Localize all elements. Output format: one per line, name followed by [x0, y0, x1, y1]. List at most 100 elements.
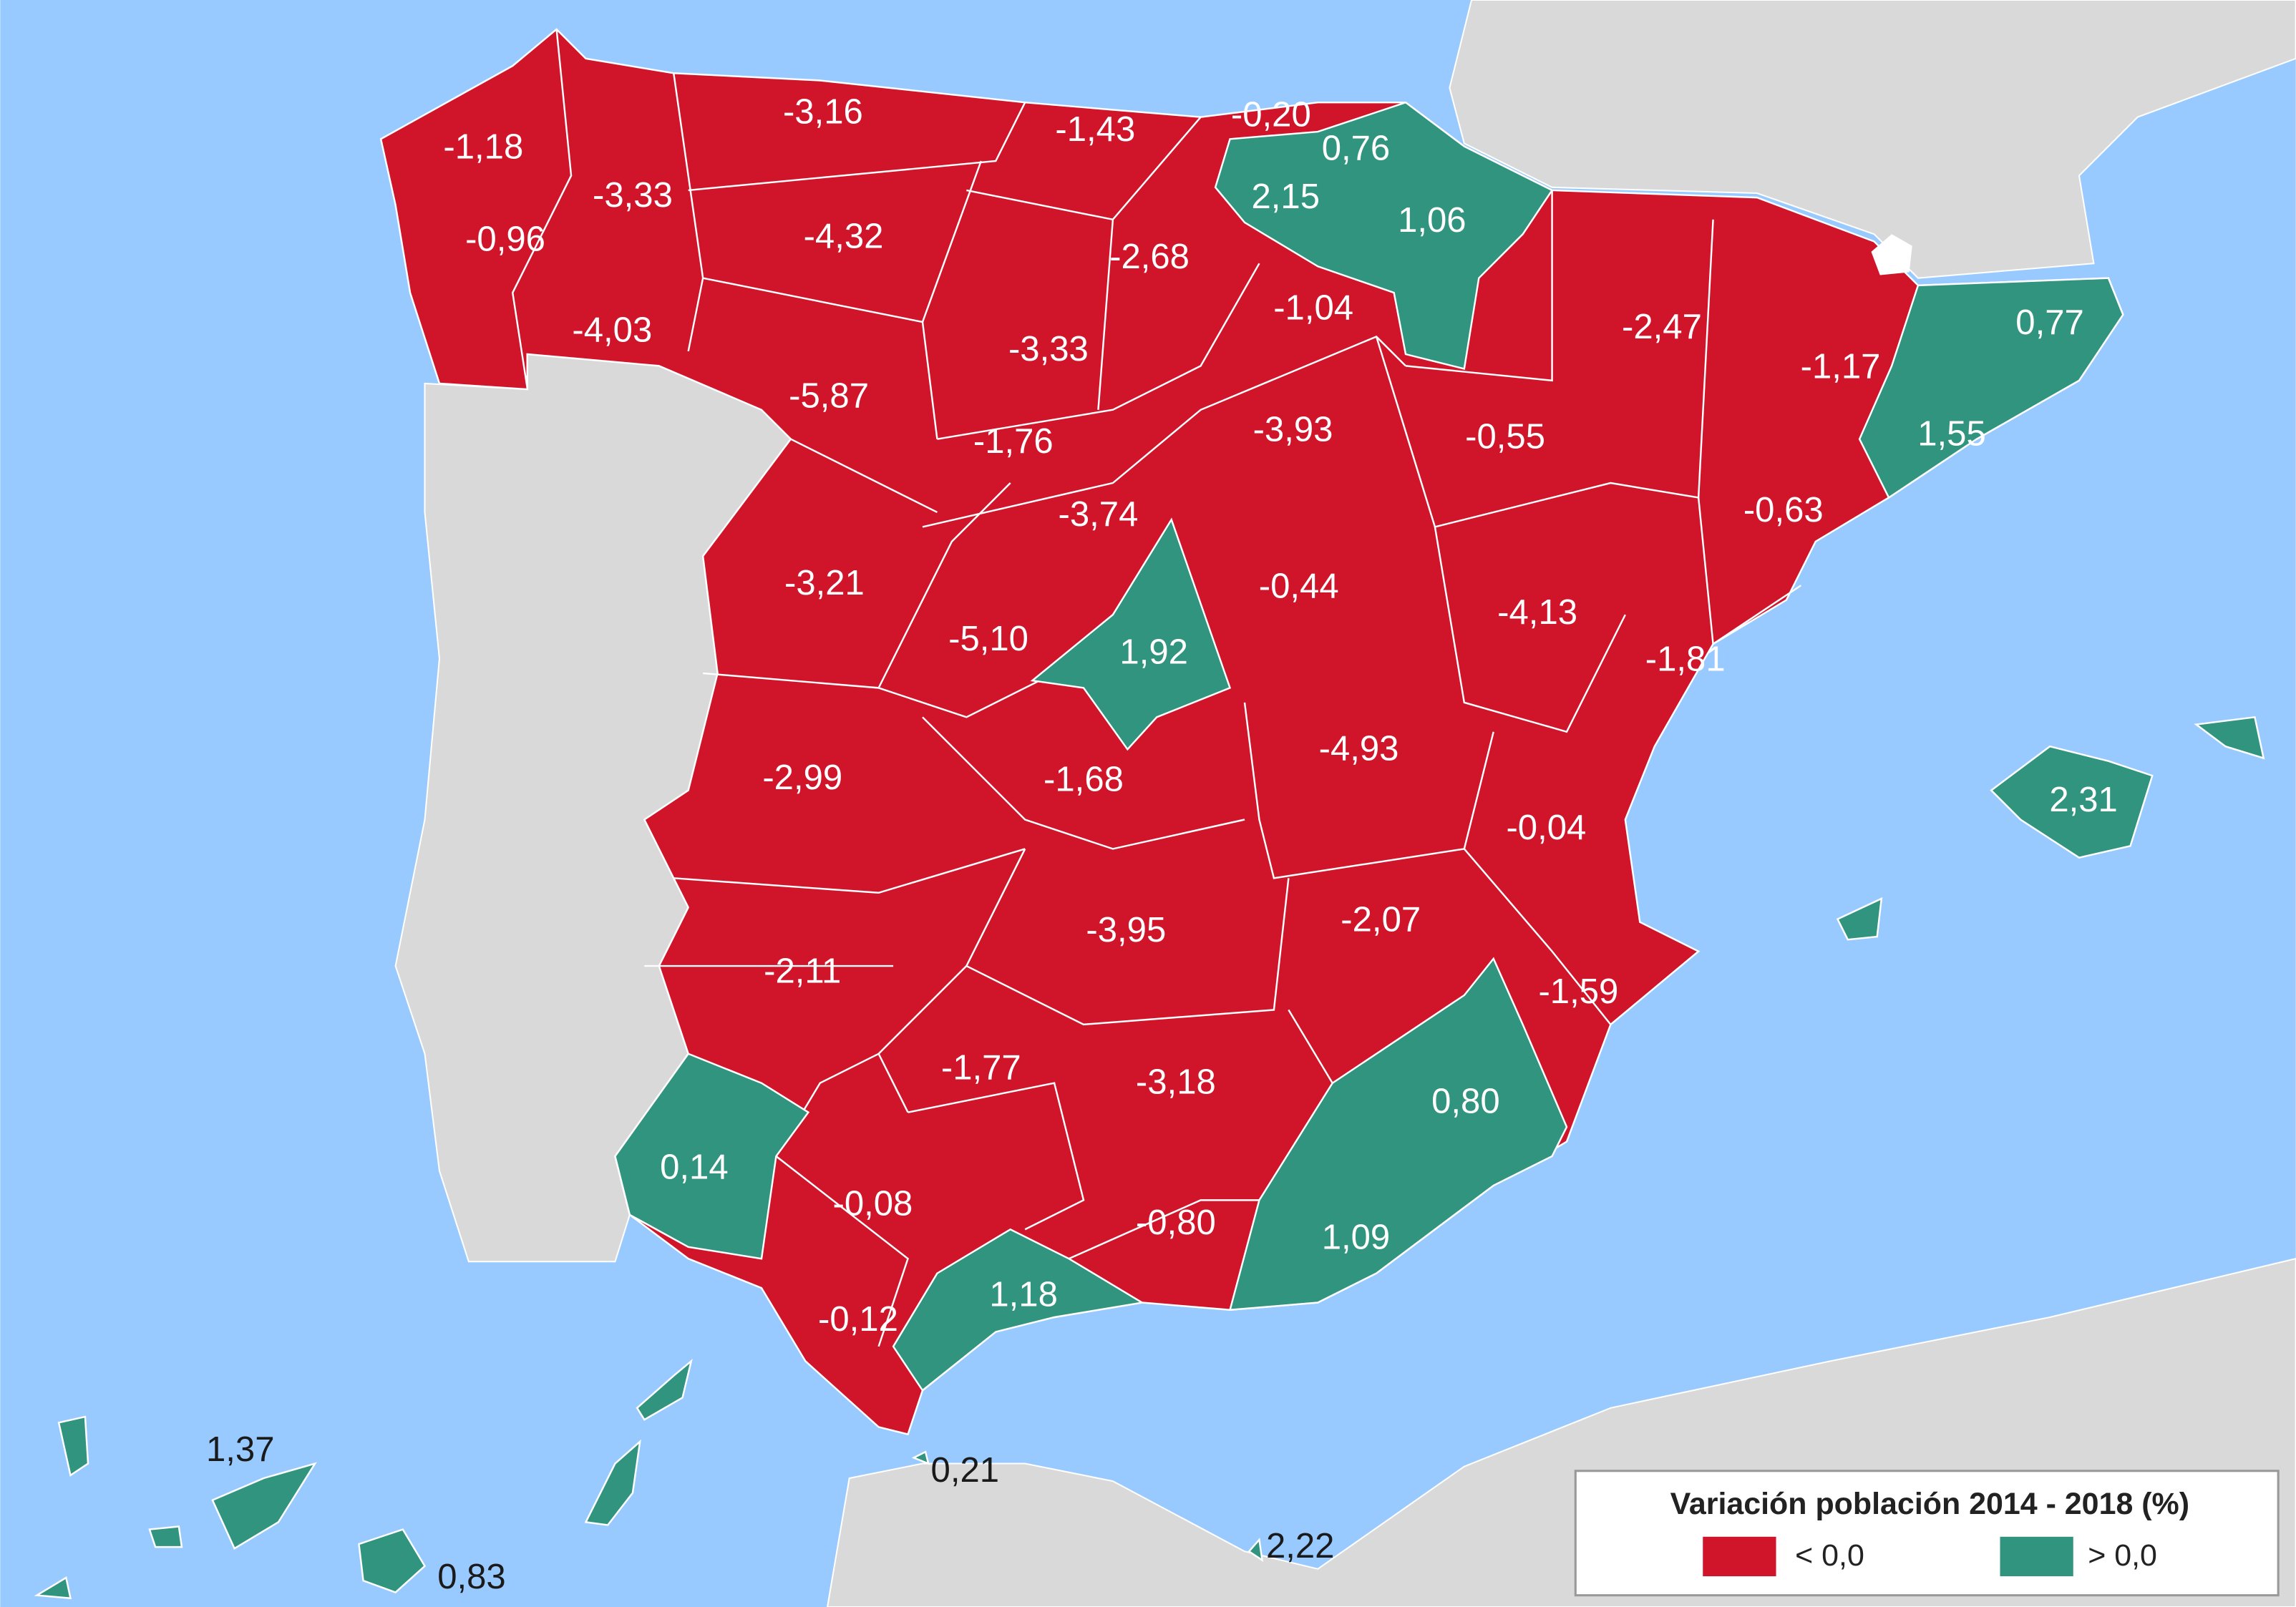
menorca	[2194, 715, 2265, 760]
region-label: -2,11	[764, 952, 841, 990]
region-label: -4,32	[804, 217, 884, 255]
region-label: 1,09	[1322, 1218, 1391, 1257]
lanzarote	[636, 1359, 693, 1421]
region-label: -0,04	[1506, 809, 1586, 847]
legend-label: < 0,0	[1795, 1538, 1864, 1573]
province-border	[1375, 219, 1714, 528]
gran-canaria	[358, 1528, 427, 1593]
region-label: -1,77	[941, 1048, 1021, 1087]
legend-box	[1574, 1470, 2280, 1597]
legend: Variación población 2014 - 2018 (%) < 0,…	[1574, 1470, 2280, 1597]
region-label: -3,21	[784, 564, 865, 602]
region-label: 0,14	[660, 1148, 729, 1186]
region-label: -3,95	[1086, 911, 1166, 949]
fuerteventura	[584, 1439, 641, 1526]
region-label: -1,81	[1645, 640, 1726, 679]
region-label: 2,15	[1252, 177, 1320, 216]
region-label: -1,68	[1044, 760, 1124, 798]
region-label: -3,33	[593, 176, 673, 215]
province-border	[790, 438, 938, 514]
province-border	[937, 263, 1260, 440]
province-border	[1434, 527, 1626, 733]
region-label: -1,17	[1801, 347, 1881, 386]
region-label: -0,20	[1231, 96, 1311, 135]
tenerife	[211, 1462, 317, 1550]
province-border	[922, 336, 1406, 528]
region-label: -0,44	[1259, 567, 1339, 605]
region-label: -0,12	[818, 1300, 898, 1339]
navarra-basque	[1214, 101, 1554, 370]
province-border	[1405, 190, 1553, 382]
region-label: -0,63	[1743, 491, 1824, 529]
region-label: -4,93	[1319, 729, 1399, 768]
province-border	[921, 160, 982, 323]
province-border	[1097, 219, 1114, 410]
province-border	[1463, 848, 1612, 1025]
gomera	[148, 1525, 183, 1548]
region-label: -2,99	[762, 758, 842, 797]
region-label: -5,10	[948, 620, 1028, 658]
region-label: 0,77	[2015, 303, 2084, 342]
region-label: -1,59	[1538, 972, 1618, 1011]
province-border	[922, 716, 1245, 850]
region-label: -3,18	[1136, 1063, 1216, 1102]
region-label: -0,55	[1465, 418, 1545, 456]
catalonia-east	[1858, 277, 2124, 499]
region-label: -1,43	[1055, 110, 1135, 149]
region-label: -3,74	[1059, 495, 1139, 534]
province-border	[878, 672, 1055, 718]
andorra	[1871, 234, 1912, 275]
province-border	[908, 1082, 1085, 1231]
region-label: 1,37	[206, 1430, 275, 1469]
region-label: -4,03	[572, 311, 652, 349]
region-label: -1,76	[973, 422, 1054, 461]
region-label: -0,08	[833, 1184, 913, 1223]
region-label: -1,04	[1273, 289, 1353, 328]
legend-title: Variación población 2014 - 2018 (%)	[1670, 1487, 2189, 1521]
region-label: -3,33	[1008, 330, 1089, 368]
region-label: -0,80	[1136, 1203, 1216, 1242]
region-label: -2,68	[1109, 238, 1190, 276]
region-label: 1,06	[1398, 201, 1466, 240]
la-palma	[57, 1415, 89, 1477]
hierro	[34, 1576, 72, 1600]
province-border	[703, 482, 1011, 689]
ceuta	[911, 1450, 930, 1465]
province-border	[877, 848, 1026, 1113]
melilla	[1247, 1538, 1264, 1563]
mallorca	[1990, 745, 2154, 859]
province-border	[511, 29, 573, 389]
province-border	[673, 848, 1026, 894]
murcia-almeria	[1228, 957, 1568, 1312]
region-label: -5,87	[789, 376, 869, 415]
legend-label: > 0,0	[2088, 1538, 2157, 1573]
huelva	[614, 1052, 810, 1260]
region-label: -4,13	[1497, 593, 1577, 632]
region-label: 1,55	[1917, 415, 1986, 454]
region-label: 1,18	[989, 1275, 1058, 1314]
region-label: -0,96	[465, 220, 545, 258]
region-label: -2,47	[1622, 308, 1702, 346]
province-border	[965, 878, 1290, 1026]
malaga	[892, 1228, 1145, 1392]
region-label: 0,76	[1322, 130, 1391, 168]
region-label: 0,80	[1431, 1082, 1500, 1120]
labels: -1,18 -3,33 -3,16 -1,43 -0,20 0,762,15 1,06 -0,…	[206, 93, 2118, 1597]
province-border	[1288, 1009, 1333, 1084]
region-label: 2,22	[1266, 1527, 1335, 1566]
ibiza	[1836, 897, 1883, 941]
madrid	[1030, 517, 1232, 751]
province-border	[1243, 702, 1494, 879]
province-border	[775, 1156, 909, 1347]
region-label: -3,93	[1253, 410, 1333, 449]
region-label: -2,07	[1341, 901, 1421, 939]
region-label: 0,21	[931, 1451, 1000, 1490]
region-label: -3,16	[783, 93, 863, 132]
region-label: 1,92	[1119, 632, 1188, 671]
region-label: 2,31	[2049, 781, 2118, 819]
region-label: 0,83	[437, 1558, 506, 1596]
legend-swatch	[1703, 1536, 1776, 1577]
legend-swatch	[2000, 1536, 2073, 1577]
